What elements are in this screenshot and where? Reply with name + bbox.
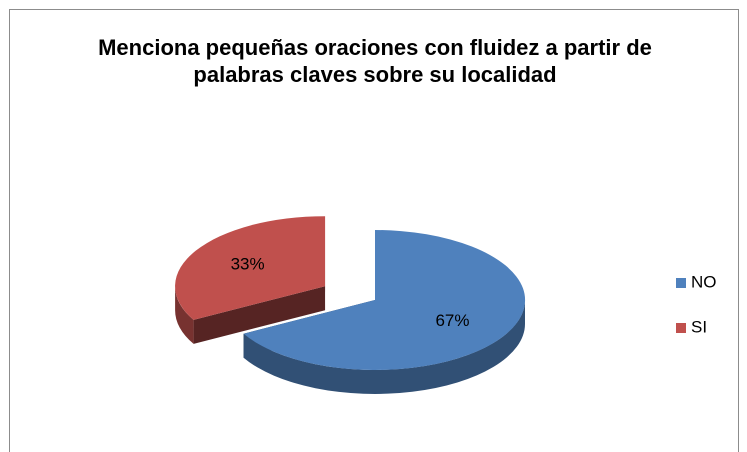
slice-face <box>193 286 326 344</box>
legend-label: SI <box>691 317 707 336</box>
legend-swatch <box>676 278 686 288</box>
slice <box>175 216 326 320</box>
data-label: 33% <box>231 254 265 273</box>
legend-swatch <box>676 323 686 333</box>
legend-label: NO <box>691 272 717 291</box>
chart-title: Menciona pequeñas oraciones con fluidez … <box>98 35 652 87</box>
chart-border <box>9 9 739 452</box>
data-label: 67% <box>435 311 469 330</box>
slice <box>243 230 526 370</box>
slice-side <box>175 286 194 344</box>
slice-side <box>243 300 525 394</box>
